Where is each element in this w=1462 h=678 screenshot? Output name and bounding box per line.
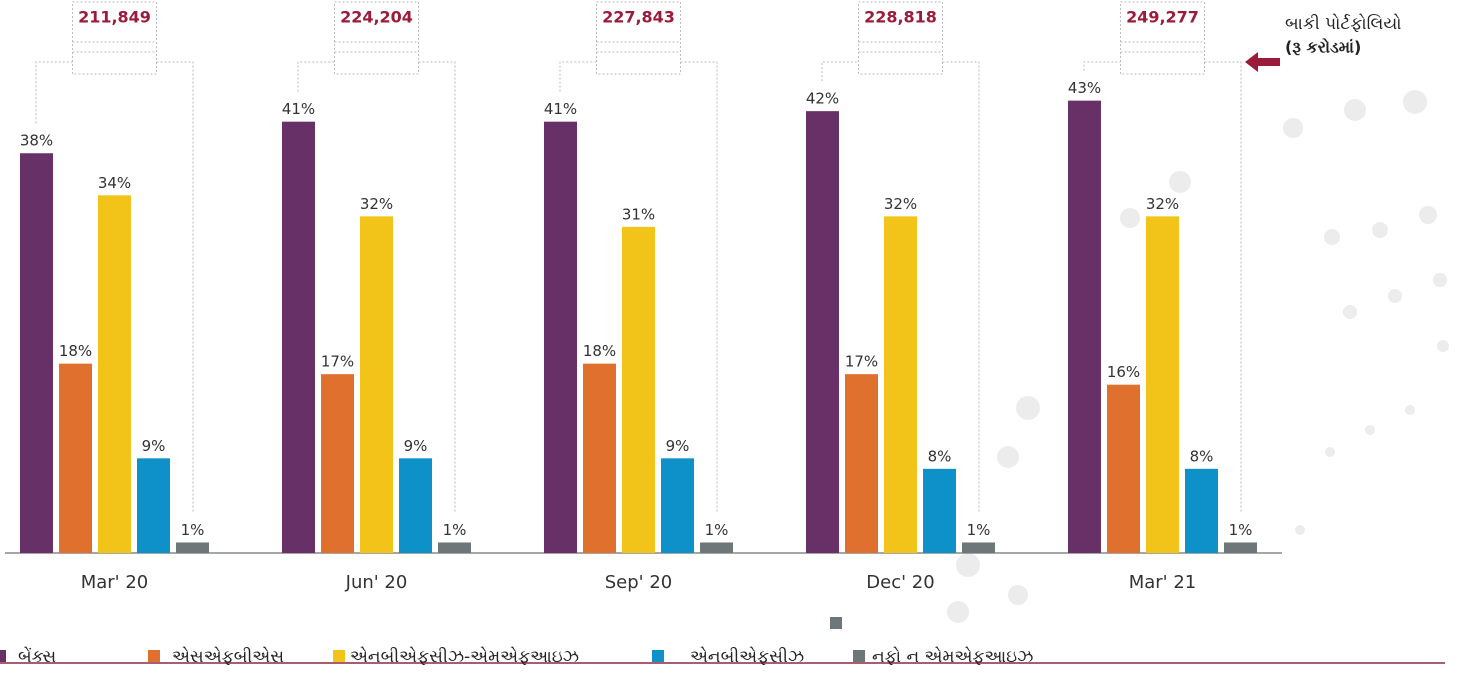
value-label: 32%	[884, 195, 917, 213]
total-box	[72, 1, 157, 75]
value-label: 1%	[705, 521, 729, 539]
annotation: બાકી પોર્ટફોલિયો	[1285, 13, 1402, 34]
legend-label: એનબીએફસીઝ	[690, 646, 804, 667]
x-tick-label: Jun' 20	[345, 572, 408, 593]
legend-label: નફો ન એમએફઆઇઝ	[872, 646, 1033, 667]
bar	[98, 195, 131, 553]
value-label: 38%	[20, 132, 53, 150]
value-label: 18%	[59, 342, 92, 360]
bar	[176, 542, 209, 553]
x-tick-label: Mar' 20	[81, 572, 149, 593]
bar	[399, 458, 432, 553]
x-tick-label: Mar' 21	[1129, 572, 1197, 593]
stray-square	[830, 617, 842, 629]
bar	[923, 468, 956, 553]
value-label: 1%	[967, 521, 991, 539]
total-label: 249,277	[1126, 8, 1199, 27]
legend-swatch	[853, 650, 865, 662]
legend-label: બેંક્સ	[18, 646, 56, 667]
legend-label: એનબીએફસીઝ-એમએફઆઇઝ	[350, 646, 579, 667]
bar	[20, 153, 53, 554]
value-label: 9%	[142, 437, 166, 455]
x-tick-label: Sep' 20	[605, 572, 673, 593]
bar	[1146, 216, 1179, 554]
decoration-dots	[947, 90, 1449, 623]
value-label: 8%	[1190, 447, 1214, 465]
bar	[806, 111, 839, 553]
annotation: (રૂ કરોડમાં)	[1285, 37, 1361, 57]
bar	[700, 542, 733, 553]
value-label: 1%	[1229, 521, 1253, 539]
x-tick-label: Dec' 20	[866, 572, 934, 593]
total-label: 227,843	[602, 8, 675, 27]
value-label: 31%	[622, 205, 655, 223]
bar	[1068, 100, 1101, 553]
value-label: 16%	[1107, 363, 1140, 381]
bar	[1107, 384, 1140, 553]
value-label: 34%	[98, 174, 131, 192]
value-label: 43%	[1068, 79, 1101, 97]
value-label: 41%	[282, 100, 315, 118]
total-box	[858, 1, 943, 75]
total-bracket	[35, 61, 194, 513]
bar	[1185, 468, 1218, 553]
value-label: 32%	[360, 195, 393, 213]
value-label: 9%	[404, 437, 428, 455]
legend-swatch	[0, 650, 6, 662]
bar	[360, 216, 393, 554]
value-label: 17%	[845, 353, 878, 371]
total-label: 211,849	[78, 8, 151, 27]
value-label: 8%	[928, 447, 952, 465]
bar	[137, 458, 170, 553]
total-box	[1120, 1, 1205, 75]
legend-label: એસએફબીએસ	[172, 646, 284, 667]
legend-swatch	[148, 650, 160, 662]
value-label: 42%	[806, 90, 839, 108]
value-label: 18%	[583, 342, 616, 360]
total-box	[596, 1, 681, 75]
bar	[282, 121, 315, 554]
bar	[884, 216, 917, 554]
bar	[845, 374, 878, 553]
value-label: 1%	[443, 521, 467, 539]
total-bracket	[559, 61, 718, 513]
total-label: 228,818	[864, 8, 937, 27]
total-label: 224,204	[340, 8, 413, 27]
bar	[962, 542, 995, 553]
bar	[583, 363, 616, 553]
total-bracket	[821, 61, 980, 513]
annotation-arrow	[1245, 52, 1280, 72]
legend-swatch	[652, 650, 664, 662]
total-box	[334, 1, 419, 75]
total-bracket	[297, 61, 456, 513]
value-label: 32%	[1146, 195, 1179, 213]
bar	[59, 363, 92, 553]
bar	[544, 121, 577, 554]
legend-swatch	[333, 650, 345, 662]
value-label: 9%	[666, 437, 690, 455]
value-label: 41%	[544, 100, 577, 118]
bar	[438, 542, 471, 553]
value-label: 17%	[321, 353, 354, 371]
bar	[661, 458, 694, 553]
bar	[1224, 542, 1257, 553]
bar	[622, 226, 655, 553]
bar	[321, 374, 354, 553]
total-bracket	[1083, 61, 1242, 513]
value-label: 1%	[181, 521, 205, 539]
